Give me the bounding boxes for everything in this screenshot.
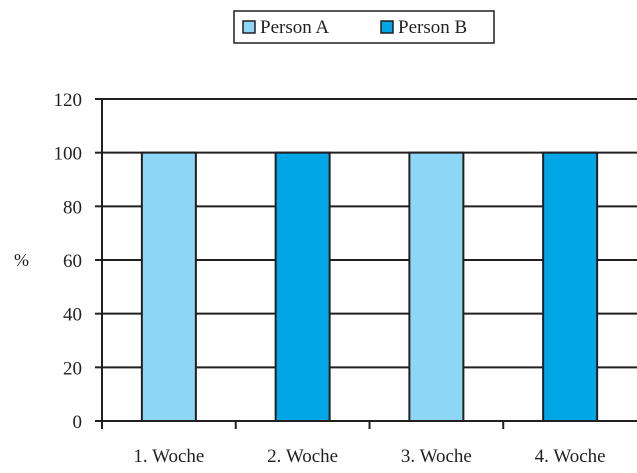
x-tick-label-4: 4. Woche xyxy=(535,446,606,467)
legend-label-person-a: Person A xyxy=(260,17,329,38)
legend-swatch-person-a xyxy=(242,20,256,34)
y-tick-label-0: 0 xyxy=(73,412,83,433)
x-tick-label-2: 2. Woche xyxy=(267,446,338,467)
legend: Person A Person B xyxy=(233,10,495,44)
legend-label-person-b: Person B xyxy=(398,17,467,38)
y-tick-label-20: 20 xyxy=(63,358,82,379)
y-tick-label-60: 60 xyxy=(63,251,82,272)
axes xyxy=(95,98,637,429)
legend-frame xyxy=(233,10,495,44)
x-tick-labels: 1. Woche 2. Woche 3. Woche 4. Woche xyxy=(133,446,605,467)
y-tick-label-120: 120 xyxy=(54,90,83,111)
y-tick-label-80: 80 xyxy=(63,197,82,218)
y-axis-label: % xyxy=(14,250,29,270)
bars xyxy=(140,151,599,423)
y-tick-label-40: 40 xyxy=(63,305,82,326)
bar-person-b-4 xyxy=(542,151,599,423)
bar-person-b-2 xyxy=(274,151,331,423)
y-tick-labels: 0 20 40 60 80 100 120 xyxy=(54,90,83,433)
x-tick-label-1: 1. Woche xyxy=(133,446,204,467)
bar-person-a-3 xyxy=(408,151,465,423)
x-tick-label-3: 3. Woche xyxy=(401,446,472,467)
legend-swatch-person-b xyxy=(380,20,394,34)
y-tick-label-100: 100 xyxy=(54,144,83,165)
bar-person-a-1 xyxy=(140,151,197,423)
